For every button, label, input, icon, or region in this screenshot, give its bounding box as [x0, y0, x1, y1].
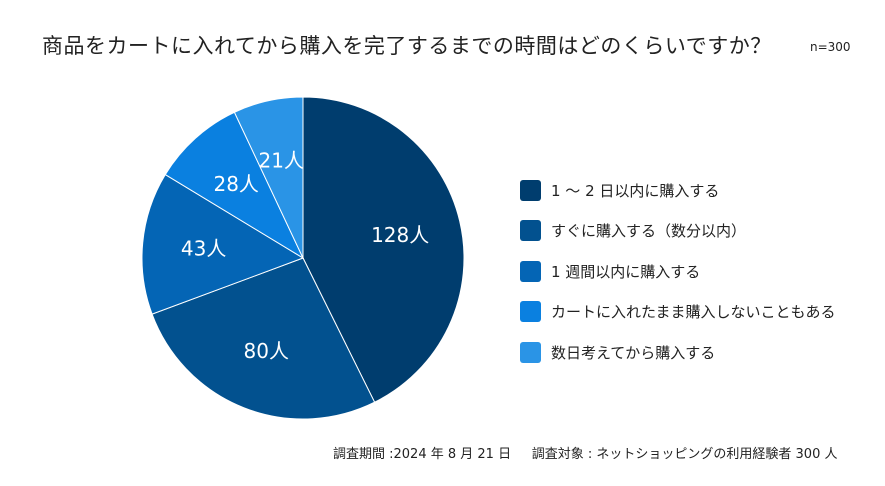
legend-label: 数日考えてから購入する	[551, 343, 716, 362]
survey-target: 調査対象 : ネットショッピングの利用経験者 300 人	[531, 447, 838, 462]
pie-slice	[151, 257, 376, 420]
pie-slice	[164, 111, 305, 260]
data-label: 128人	[371, 223, 429, 247]
legend-label: カートに入れたまま購入しないこともある	[551, 303, 836, 322]
chart-title: 商品をカートに入れてから購入を完了するまでの時間はどのくらいですか？	[42, 34, 772, 58]
legend-item: すぐに購入する（数分以内）	[520, 211, 836, 252]
legend-swatch	[520, 341, 541, 363]
survey-period: 調査期間 :2024 年 8 月 21 日	[333, 447, 512, 462]
data-label: 80人	[244, 339, 289, 363]
pie-slice	[141, 173, 305, 315]
legend-label: 1 ～ 2 日以内に購入する	[551, 181, 720, 200]
data-label: 28人	[213, 172, 258, 196]
legend-swatch	[520, 260, 541, 282]
data-label: 43人	[181, 237, 226, 261]
legend-item: 数日考えてから購入する	[520, 332, 836, 373]
legend-swatch	[520, 179, 541, 201]
sample-size: n=300	[810, 40, 851, 54]
legend-swatch	[520, 301, 541, 323]
legend: 1 ～ 2 日以内に購入するすぐに購入する（数分以内） 1 週間以内に購入するカー…	[520, 170, 836, 373]
legend-item: 1 週間以内に購入する	[520, 251, 836, 292]
legend-swatch	[520, 220, 541, 242]
legend-item: カートに入れたまま購入しないこともある	[520, 292, 836, 333]
pie-slice	[233, 96, 304, 259]
footer-note: 調査期間 :2024 年 8 月 21 日 調査対象 : ネットショッピングの利…	[333, 443, 837, 462]
legend-label: すぐに購入する（数分以内）	[551, 222, 747, 241]
legend-item: 1 ～ 2 日以内に購入する	[520, 170, 836, 211]
pie-slice	[302, 96, 465, 403]
data-label: 21人	[258, 149, 303, 173]
legend-label: 1 週間以内に購入する	[551, 262, 701, 281]
